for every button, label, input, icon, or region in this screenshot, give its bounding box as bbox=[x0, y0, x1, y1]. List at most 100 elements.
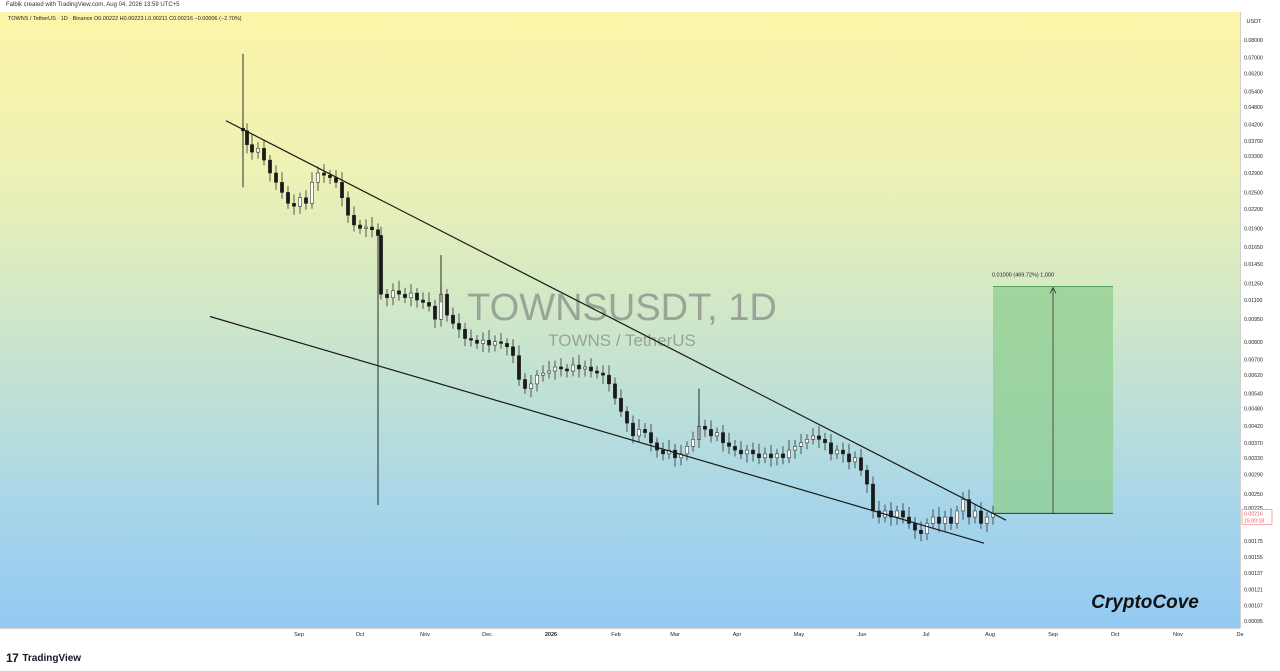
price-tick-label: 0.00250 bbox=[1244, 492, 1263, 498]
price-tick-label: 0.04800 bbox=[1244, 105, 1263, 111]
candle-body bbox=[865, 470, 869, 485]
candle-body bbox=[523, 379, 527, 389]
candle-body bbox=[352, 215, 356, 226]
price-tick-label: 0.00480 bbox=[1244, 407, 1263, 413]
price-tick-label: 0.02900 bbox=[1244, 171, 1263, 177]
candle-body bbox=[463, 329, 467, 339]
candle-body bbox=[262, 148, 266, 161]
time-tick-label: Mar bbox=[670, 632, 680, 638]
candle-body bbox=[577, 364, 581, 370]
candle-body bbox=[391, 290, 395, 298]
price-tick-label: 0.00121 bbox=[1244, 587, 1263, 593]
tradingview-name: TradingView bbox=[22, 652, 82, 664]
candle-body bbox=[661, 449, 665, 455]
candle-body bbox=[961, 499, 965, 512]
candle-body bbox=[805, 439, 809, 444]
candle-body bbox=[799, 442, 803, 447]
candle-body bbox=[751, 449, 755, 455]
price-tick-label: 0.05400 bbox=[1244, 90, 1263, 96]
candle-body bbox=[913, 523, 917, 531]
chart-caption: Falbik created with TradingView.com, Aug… bbox=[6, 2, 180, 8]
candle-body bbox=[589, 366, 593, 372]
candle-body bbox=[733, 446, 737, 451]
price-axis[interactable] bbox=[1240, 12, 1280, 628]
time-tick-label: Nov bbox=[420, 632, 430, 638]
candle-body bbox=[505, 343, 509, 348]
candle-body bbox=[358, 224, 362, 229]
time-tick-label: Dec bbox=[482, 632, 492, 638]
candle-body bbox=[250, 144, 254, 153]
candle-body bbox=[703, 425, 707, 430]
candle-body bbox=[643, 429, 647, 433]
price-tick-label: 0.04200 bbox=[1244, 122, 1263, 128]
time-tick-label: Oct bbox=[356, 632, 365, 638]
candle-body bbox=[871, 483, 875, 512]
candle-body bbox=[298, 197, 302, 207]
candle-body bbox=[547, 370, 551, 374]
candle-body bbox=[901, 510, 905, 518]
candle-body bbox=[715, 432, 719, 437]
watermark-title: TOWNSUSDT, 1D bbox=[467, 287, 777, 329]
candle-body bbox=[403, 293, 407, 298]
price-tick-label: 0.00225 bbox=[1244, 506, 1263, 512]
candle-body bbox=[340, 182, 344, 199]
candle-body bbox=[565, 368, 569, 372]
candle-body bbox=[421, 299, 425, 303]
candle-body bbox=[613, 383, 617, 399]
candle-body bbox=[763, 453, 767, 459]
candle-body bbox=[475, 339, 479, 344]
candle-body bbox=[535, 374, 539, 385]
time-tick-label: Jun bbox=[858, 632, 867, 638]
candle-body bbox=[364, 226, 368, 229]
candle-body bbox=[451, 314, 455, 324]
candle-body bbox=[967, 499, 971, 518]
price-tick-label: 0.00155 bbox=[1244, 555, 1263, 561]
candle-body bbox=[487, 339, 491, 346]
candle-body bbox=[829, 442, 833, 455]
candle-body bbox=[757, 453, 761, 459]
time-tick-label: Feb bbox=[611, 632, 620, 638]
chart-frame[interactable]: TOWNSUSDT, 1D TOWNS / TetherUS 0.01000 (46… bbox=[0, 12, 1280, 641]
price-tick-label: 0.00370 bbox=[1244, 441, 1263, 447]
candle-body bbox=[409, 292, 413, 298]
candle-body bbox=[370, 226, 374, 231]
candle-body bbox=[745, 449, 749, 455]
candle-body bbox=[949, 516, 953, 524]
time-tick-label: Sep bbox=[294, 632, 304, 638]
candle-body bbox=[583, 366, 587, 370]
price-tick-label: 0.01100 bbox=[1244, 298, 1262, 304]
watermark-subtitle: TOWNS / TetherUS bbox=[548, 331, 696, 350]
candle-body bbox=[280, 182, 284, 193]
price-tick-label: 0.01450 bbox=[1244, 262, 1263, 268]
candle-body bbox=[481, 339, 485, 344]
candle-body bbox=[385, 293, 389, 298]
price-tick-label: 0.00700 bbox=[1244, 357, 1263, 363]
currency-label: USDT bbox=[1247, 19, 1263, 25]
time-tick-label: 2026 bbox=[545, 632, 557, 638]
candle-body bbox=[631, 422, 635, 437]
brand-watermark: CryptoCove bbox=[1091, 592, 1199, 613]
price-tick-label: 0.03300 bbox=[1244, 154, 1263, 160]
candle-body bbox=[841, 449, 845, 455]
price-tick-label: 0.00095 bbox=[1244, 619, 1263, 625]
current-price-label: 0.00216 bbox=[1244, 511, 1263, 517]
time-tick-label: Apr bbox=[733, 632, 742, 638]
candle-body bbox=[649, 432, 653, 444]
candle-body bbox=[721, 432, 725, 444]
price-tick-label: 0.00950 bbox=[1244, 317, 1263, 323]
candle-body bbox=[781, 453, 785, 459]
candle-body bbox=[268, 159, 272, 174]
candle-body bbox=[619, 397, 623, 412]
price-tick-label: 0.00107 bbox=[1244, 603, 1263, 609]
candle-body bbox=[559, 366, 563, 370]
candle-body bbox=[709, 429, 713, 437]
price-tick-label: 0.00620 bbox=[1244, 373, 1263, 379]
candle-body bbox=[823, 439, 827, 444]
price-tick-label: 0.00420 bbox=[1244, 424, 1263, 430]
chart-svg: TOWNSUSDT, 1D TOWNS / TetherUS 0.01000 (46… bbox=[209, 19, 1273, 638]
price-tick-label: 0.02500 bbox=[1244, 190, 1263, 196]
candle-body bbox=[571, 364, 575, 372]
candle-body bbox=[595, 370, 599, 374]
time-axis[interactable] bbox=[0, 628, 1240, 641]
candle-body bbox=[256, 148, 260, 153]
